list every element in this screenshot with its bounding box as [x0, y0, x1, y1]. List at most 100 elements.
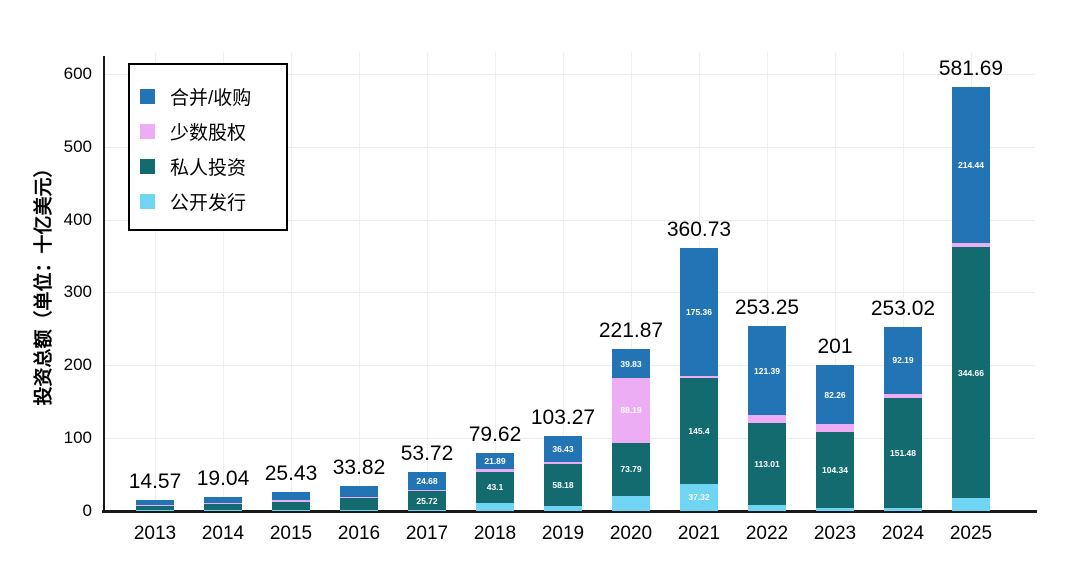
legend-swatch-icon: [140, 159, 155, 174]
bar-segment: [272, 501, 310, 510]
bar-segment-value: 151.48: [890, 447, 916, 458]
x-axis-line: [102, 510, 1037, 513]
bar-segment: 24.68: [408, 471, 446, 490]
legend-item-label: 公开发行: [170, 193, 247, 214]
bar-segment-value: 39.83: [620, 358, 642, 369]
vertical-gridline: [631, 52, 632, 511]
bar-segment: [748, 505, 786, 511]
vertical-gridline: [835, 52, 836, 511]
legend-item-label: 合并/收购: [170, 88, 252, 109]
bar-total-label: 253.25: [734, 296, 800, 320]
bar-segment: [884, 393, 922, 398]
x-tick-label: 2013: [133, 523, 177, 544]
legend-swatch-icon: [140, 194, 155, 209]
bar-segment: [612, 496, 650, 511]
bar-total-label: 360.73: [666, 218, 732, 242]
bar-segment-value: 344.66: [958, 367, 984, 378]
x-tick-label: 2021: [677, 523, 721, 544]
bar-segment: [340, 496, 378, 499]
y-tick-label: 300: [63, 282, 92, 302]
bar-segment: 36.43: [544, 435, 582, 463]
bar-segment-value: 88.19: [620, 405, 642, 416]
y-tick-label: 200: [63, 355, 92, 375]
bar-segment: [136, 500, 174, 505]
legend-swatch-icon: [140, 89, 155, 104]
bar-total-label: 221.87: [598, 319, 664, 343]
x-tick-label: 2019: [541, 523, 585, 544]
y-axis-line: [103, 56, 105, 512]
bar-segment-value: 121.39: [754, 365, 780, 376]
bar-segment: [408, 489, 446, 492]
vertical-gridline: [767, 52, 768, 511]
bar-segment: [340, 498, 378, 510]
bar-segment: [204, 509, 242, 511]
x-tick-label: 2015: [269, 523, 313, 544]
y-tick-label: 500: [63, 136, 92, 156]
legend-item-label: 私人投资: [170, 158, 247, 179]
x-tick-label: 2016: [337, 523, 381, 544]
bar-total-label: 253.02: [870, 296, 936, 320]
bar-segment: [272, 500, 310, 502]
bar-segment: 344.66: [952, 247, 990, 499]
bar-segment: [952, 498, 990, 511]
bar-total-label: 53.72: [400, 441, 454, 465]
bar-segment-value: 21.89: [484, 455, 506, 466]
bar-segment-value: 104.34: [822, 464, 848, 475]
bar-segment: [272, 509, 310, 511]
bar-segment: 88.19: [612, 378, 650, 443]
y-tick-label: 100: [63, 428, 92, 448]
legend-item: 私人投资: [140, 149, 286, 184]
vertical-gridline: [291, 52, 292, 511]
horizontal-gridline: [105, 73, 1035, 75]
bar-segment: 121.39: [748, 326, 786, 415]
bar-segment-value: 92.19: [892, 354, 914, 365]
vertical-gridline: [155, 52, 156, 511]
horizontal-gridline: [105, 292, 1035, 294]
bar-segment: [340, 509, 378, 511]
bar-segment: [136, 504, 174, 506]
bar-segment-value: 24.68: [416, 475, 438, 486]
legend-item: 少数股权: [140, 114, 286, 149]
legend-swatch-icon: [140, 124, 155, 139]
bar-total-label: 33.82: [332, 456, 386, 480]
bar-segment: 113.01: [748, 422, 786, 506]
legend-item: 合并/收购: [140, 79, 286, 114]
bar-segment: 21.89: [476, 452, 514, 469]
bar-segment-value: 43.1: [486, 482, 504, 493]
horizontal-gridline: [105, 365, 1035, 367]
bar-segment: [680, 375, 718, 378]
bar-segment: 82.26: [816, 364, 854, 425]
bar-total-label: 14.57: [128, 470, 182, 494]
bar-segment: 43.1: [476, 471, 514, 503]
bar-segment-value: 37.32: [688, 492, 710, 503]
bar-segment: [204, 502, 242, 510]
bar-segment: [544, 462, 582, 465]
bar-segment: [340, 486, 378, 497]
bar-segment-value: 214.44: [958, 160, 984, 171]
bar-total-label: 19.04: [196, 467, 250, 491]
legend-item-label: 少数股权: [170, 123, 247, 144]
vertical-gridline: [903, 52, 904, 511]
bar-segment-value: 113.01: [754, 458, 780, 469]
bar-total-label: 79.62: [468, 422, 522, 446]
bar-segment-value: 25.72: [416, 495, 438, 506]
vertical-gridline: [359, 52, 360, 511]
bar-segment: [272, 492, 310, 501]
x-tick-label: 2017: [405, 523, 449, 544]
bar-total-label: 25.43: [264, 462, 318, 486]
bar-total-label: 201: [817, 334, 853, 358]
x-tick-label: 2020: [609, 523, 653, 544]
legend: 合并/收购少数股权私人投资公开发行: [128, 63, 288, 231]
bar-segment: [544, 506, 582, 511]
bar-segment-value: 73.79: [620, 464, 642, 475]
horizontal-gridline: [105, 146, 1035, 148]
horizontal-gridline: [105, 219, 1035, 221]
x-tick-label: 2018: [473, 523, 517, 544]
legend-item: 公开发行: [140, 184, 286, 219]
x-tick-label: 2024: [881, 523, 925, 544]
bar-segment: 92.19: [884, 326, 922, 394]
y-tick-label: 600: [63, 63, 92, 83]
bar-segment: [816, 424, 854, 432]
bar-segment: [884, 508, 922, 511]
